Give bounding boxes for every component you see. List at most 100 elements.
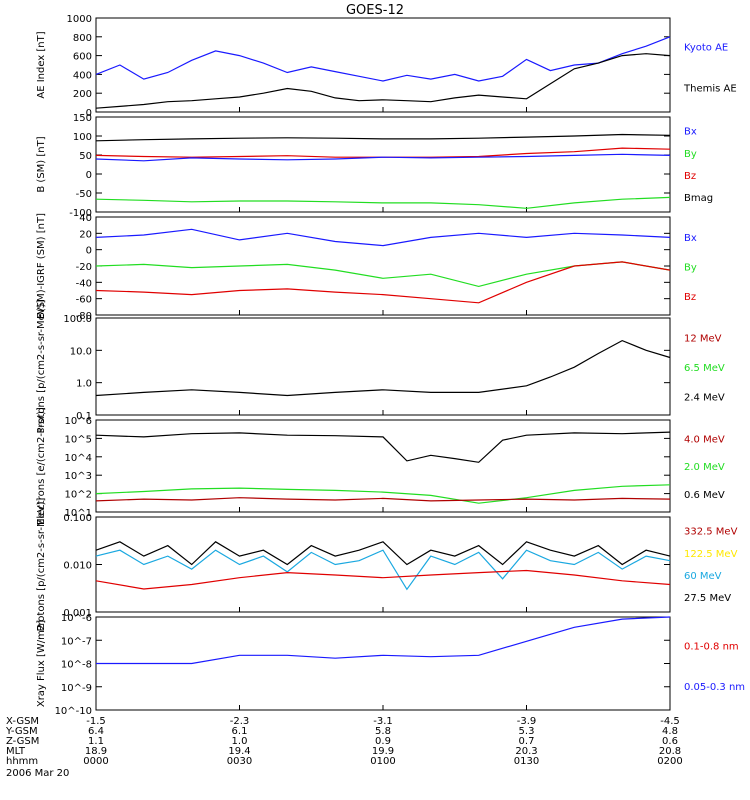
footer-value: 5.3 [519,726,535,737]
series-kyoto-ae [95,36,671,82]
footer-value: -3.9 [517,716,537,727]
series-bz [95,147,671,158]
y-tick-label: 200 [73,89,92,100]
series-bx [95,228,671,247]
y-tick-label: 10^-8 [61,660,92,671]
legend-entry: By [684,149,697,160]
y-tick-label: 10^3 [65,471,92,482]
footer-value: 5.8 [375,726,391,737]
series-bx [95,153,671,162]
legend-entry: Bz [684,292,696,303]
y-tick-label: 10^2 [65,490,92,501]
legend-entry: 6.5 MeV [684,363,725,374]
y-tick-label: -100 [69,208,92,219]
footer-value: 0030 [227,756,252,767]
series-0-05-0-3-nm [96,616,671,665]
footer-row-label: Y-GSM [5,726,38,737]
footer-value: 0.9 [375,736,391,747]
series-0-6-mev [95,431,671,463]
footer-value: 0.6 [662,736,678,747]
panel-5: 10^1 10^2 10^3 10^4 10^5 10^6 Electrons [e/(cm… [36,407,725,525]
panel-frame [95,116,671,213]
legend-entry: 332.5 MeV [684,527,738,538]
y-axis-label: Protons [p/(cm2-s-sr-MeV)] [36,497,47,631]
y-tick-label: 0 [86,108,92,119]
series-2-0-mev [95,484,671,504]
footer-value: 6.4 [88,726,104,737]
y-tick-label: 10^4 [65,453,92,464]
y-tick-label: 10^5 [65,434,92,445]
footer-value: 19.9 [372,746,394,757]
y-tick-label: 10^6 [65,416,92,427]
footer-row-label: MLT [6,746,26,757]
legend-entry: 2.4 MeV [684,392,725,403]
footer-value: -3.1 [373,716,393,727]
y-tick-label: -50 [76,189,92,200]
y-tick-label: 150 [73,113,92,124]
y-tick-label: 10.0 [70,346,92,357]
series-themis-ae [95,53,671,109]
date-label: 2006 Mar 20 [6,768,69,779]
y-tick-label: 20 [79,229,92,240]
footer-value: 20.3 [515,746,537,757]
y-tick-label: 800 [73,33,92,44]
series-27-5-mev [95,541,671,566]
y-axis-label: B (SM) [nT] [36,136,47,192]
footer-value: 0000 [83,756,108,767]
y-axis-label: Xray Flux [W/m2] [36,620,47,707]
legend-entry: Themis AE [683,84,737,95]
y-tick-label: -80 [76,311,92,322]
panel-3: -80 -60 -40 -20 0 20 40 B(SM)-IGRF (SM) [nT] Bx B… [36,213,697,322]
footer-value: -1.5 [86,716,106,727]
footer-value: 19.4 [228,746,250,757]
footer-value: 6.1 [232,726,248,737]
y-tick-label: 0.100 [63,513,92,524]
footer-value: 1.0 [232,736,248,747]
legend-entry: 0.05-0.3 nm [684,682,745,693]
legend-entry: Bx [684,233,697,244]
series-60-mev [95,549,671,591]
footer-row-label: Z-GSM [6,736,39,747]
legend-entry: 60 MeV [684,571,722,582]
legend-entry: 0.1-0.8 nm [684,641,739,652]
footer-value: 18.9 [85,746,107,757]
y-tick-label: 600 [73,52,92,63]
y-tick-label: 0.010 [63,561,92,572]
panel-frame [95,317,671,416]
series-bmag [95,133,671,142]
y-tick-label: 50 [79,151,92,162]
legend-entry: 122.5 MeV [684,549,738,560]
y-tick-label: 1.0 [76,379,92,390]
legend-entry: 27.5 MeV [684,593,731,604]
panel-4: 0.1 1.0 10.0 100.0 Protons [p/(cm2-s-sr-MeV)… [36,299,725,433]
legend-entry: 12 MeV [684,334,722,345]
legend-entry: Kyoto AE [684,43,728,54]
footer-row-label: X-GSM [6,716,39,727]
footer-value: 1.1 [88,736,104,747]
legend-entry: Bx [684,127,697,138]
y-tick-label: -60 [76,295,92,306]
y-tick-label: 0 [86,246,92,257]
legend-entry: Bmag [684,193,713,204]
panel-7: 10^-10 10^-9 10^-8 10^-7 10^-6 Xray Flux [W/m… [36,569,745,717]
y-tick-label: 40 [79,213,92,224]
series-2-4-mev [95,339,671,397]
footer-row-label: hhmm [6,756,38,767]
y-tick-label: -20 [76,262,92,273]
legend-entry: By [684,262,697,273]
y-tick-label: 0.001 [63,608,92,619]
y-tick-label: 0.1 [76,411,92,422]
footer-value: 0130 [514,756,539,767]
legend-entry: 4.0 MeV [684,434,725,445]
y-tick-label: 10^1 [65,508,92,519]
footer-value: 20.8 [659,746,681,757]
panel-frame [95,216,671,316]
footer-value: 0.7 [519,736,535,747]
y-axis-label: Electrons [e/(cm2-s-sr)] [36,407,47,525]
chart-title: GOES-12 [346,3,404,18]
y-tick-label: 1000 [67,14,92,25]
footer-value: 0200 [657,756,682,767]
y-tick-label: 10^-10 [55,706,92,717]
panel-1: 0 200 400 600 800 1000 AE Index [nT] Kyoto AE Th… [36,14,737,119]
